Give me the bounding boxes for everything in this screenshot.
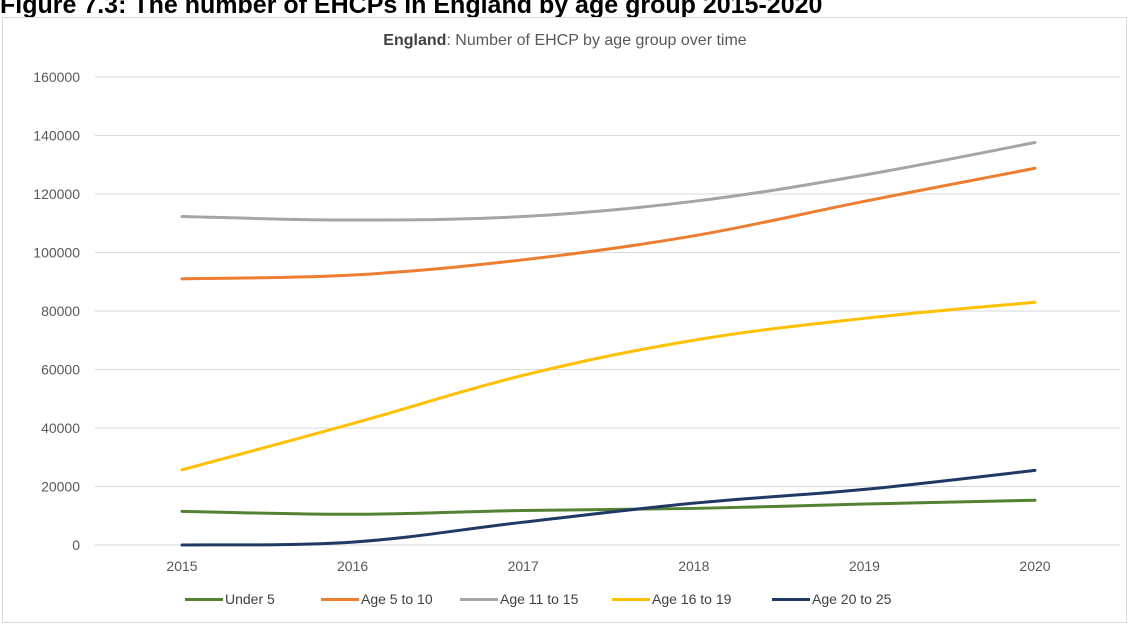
y-tick-label: 60000 bbox=[41, 362, 80, 378]
series-line-age-11-to-15 bbox=[180, 141, 1037, 222]
x-axis-tick-labels: 2015 2016 2017 2018 2019 2020 bbox=[166, 558, 1050, 574]
legend-swatch bbox=[772, 597, 810, 601]
x-tick-label: 2015 bbox=[166, 558, 197, 574]
x-tick-label: 2018 bbox=[678, 558, 709, 574]
legend-label: Age 20 to 25 bbox=[812, 591, 892, 607]
x-tick-label: 2019 bbox=[849, 558, 880, 574]
legend-swatch bbox=[612, 597, 650, 601]
series-line-age-20-to-25 bbox=[180, 468, 1037, 547]
legend-label: Age 5 to 10 bbox=[361, 591, 433, 607]
chart-title-bold: England bbox=[383, 32, 447, 49]
figure-caption: Figure 7.3: The number of EHCPs in Engla… bbox=[0, 0, 823, 19]
legend-item: Age 16 to 19 bbox=[612, 591, 731, 607]
legend-label: Under 5 bbox=[225, 591, 275, 607]
legend-item: Age 5 to 10 bbox=[321, 591, 433, 607]
chart-area bbox=[2, 17, 1127, 623]
legend-swatch bbox=[185, 597, 223, 601]
y-tick-label: 160000 bbox=[33, 69, 80, 85]
x-tick-label: 2020 bbox=[1019, 558, 1050, 574]
chart-title: England: Number of EHCP by age group ove… bbox=[0, 32, 1130, 50]
legend-item: Age 11 to 15 bbox=[460, 591, 578, 607]
gridlines bbox=[95, 76, 1120, 546]
chart-title-rest: : Number of EHCP by age group over time bbox=[446, 32, 747, 49]
series-lines bbox=[180, 141, 1037, 547]
y-tick-label: 140000 bbox=[33, 128, 80, 144]
legend-swatch bbox=[321, 597, 359, 601]
legend-label: Age 11 to 15 bbox=[500, 591, 579, 607]
legend-swatch bbox=[460, 597, 498, 601]
legend-item: Age 20 to 25 bbox=[772, 591, 891, 607]
legend-item: Under 5 bbox=[185, 591, 275, 607]
y-tick-label: 0 bbox=[72, 537, 80, 553]
y-axis-tick-labels: 0 20000 40000 60000 80000 100000 120000 140000 1… bbox=[33, 69, 80, 553]
y-tick-label: 40000 bbox=[41, 420, 80, 436]
y-tick-label: 80000 bbox=[41, 303, 80, 319]
x-tick-label: 2016 bbox=[337, 558, 368, 574]
legend-label: Age 16 to 19 bbox=[652, 591, 732, 607]
y-tick-label: 120000 bbox=[33, 186, 80, 202]
series-line-age-5-to-10 bbox=[180, 166, 1037, 281]
y-tick-label: 20000 bbox=[41, 479, 80, 495]
series-line-age-16-to-19 bbox=[180, 300, 1037, 472]
series-line-under-5 bbox=[180, 498, 1037, 516]
x-tick-label: 2017 bbox=[508, 558, 539, 574]
y-tick-label: 100000 bbox=[33, 245, 80, 261]
legend: Under 5 Age 5 to 10 Age 11 to 15 Age 16 to … bbox=[0, 591, 1130, 613]
